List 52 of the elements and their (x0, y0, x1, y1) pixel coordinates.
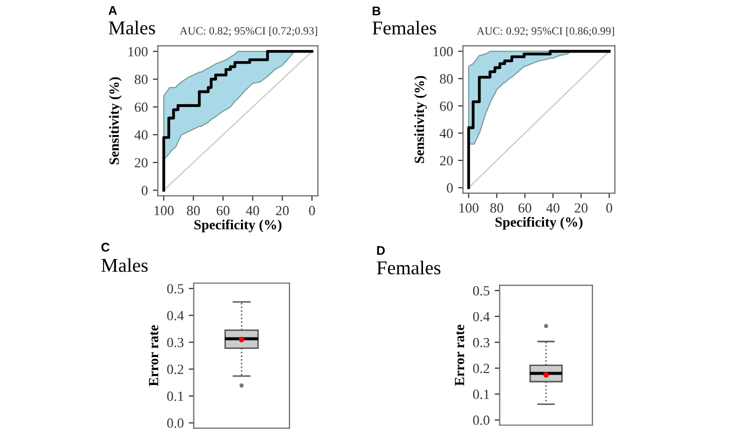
x-tick-label: 20 (574, 203, 588, 213)
x-axis-title: Specificity (%) (496, 216, 582, 230)
x-tick-label: 80 (186, 206, 200, 216)
text: A (108, 6, 117, 15)
y-axis-title: Sensitivity (%) (109, 77, 122, 164)
chart-title: Females (376, 260, 440, 274)
text: C (101, 242, 110, 252)
chart-title: Males (108, 20, 156, 34)
y-tick-label: 20 (440, 156, 453, 166)
y-tick-label: 0.1 (167, 392, 184, 401)
y-tick-label: 100 (128, 47, 148, 56)
y-tick-label: 0.0 (167, 418, 184, 428)
x-tick-label: 60 (518, 203, 532, 213)
y-tick-label: 0.4 (167, 310, 184, 320)
y-tick-label: 80 (134, 74, 148, 84)
y-tick-label: 20 (134, 158, 148, 168)
y-tick-label: 0.2 (167, 364, 184, 374)
chart-subtitle: AUC: 0.92; 95%CI [0.86;0.99] (476, 26, 614, 36)
y-tick-label: 0.3 (167, 338, 184, 348)
y-tick-label: 0.3 (473, 338, 490, 348)
y-tick-label: 0.4 (473, 312, 490, 322)
chart-title: Females (372, 20, 436, 35)
y-axis-title: Error rate (454, 324, 464, 386)
y-axis-title: Sensitivity (%) (414, 76, 427, 163)
x-tick-label: 100 (459, 203, 479, 213)
y-tick-label: 0.5 (473, 286, 490, 296)
y-tick-label: 60 (440, 101, 453, 111)
y-tick-label: 80 (440, 74, 453, 84)
y-tick-label: 40 (440, 128, 453, 138)
x-tick-label: 0 (309, 206, 315, 216)
x-tick-label: 0 (606, 203, 612, 213)
y-tick-label: 60 (134, 102, 148, 112)
text: B (372, 6, 380, 16)
x-tick-label: 20 (276, 206, 289, 216)
chart-subtitle: AUC: 0.82; 95%CI [0.72;0.93] (180, 26, 318, 36)
y-tick-label: 0.5 (167, 284, 184, 294)
y-tick-label: 0.0 (473, 416, 490, 425)
y-tick-label: 40 (134, 130, 148, 140)
x-tick-label: 100 (154, 206, 174, 216)
y-tick-label: 0 (446, 183, 453, 193)
x-tick-label: 40 (246, 206, 260, 216)
x-axis-title: Specificity (%) (194, 220, 282, 232)
x-tick-label: 40 (546, 203, 560, 213)
y-tick-label: 0 (142, 186, 148, 196)
y-tick-label: 0.1 (473, 390, 490, 400)
x-tick-label: 60 (216, 206, 230, 216)
y-tick-label: 100 (434, 46, 453, 56)
y-axis-title: Error rate (149, 325, 158, 386)
text: D (377, 246, 385, 255)
y-tick-label: 0.2 (473, 364, 490, 374)
x-tick-label: 80 (490, 203, 504, 213)
chart-title: Males (101, 258, 148, 272)
